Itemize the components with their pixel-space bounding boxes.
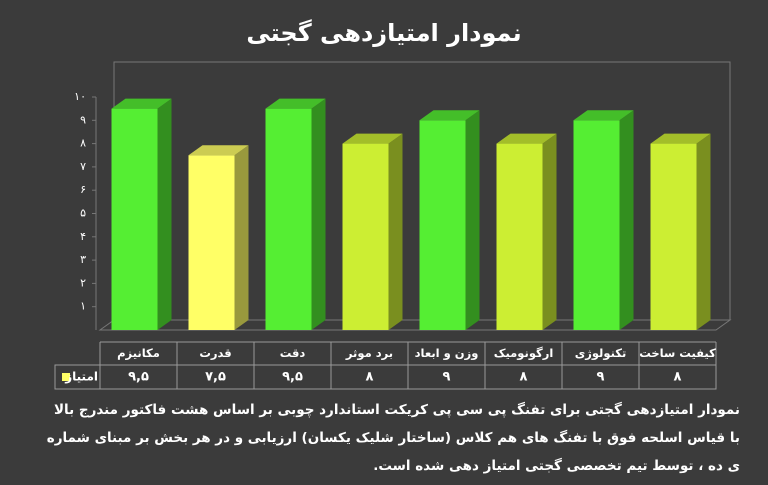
note-line: با قیاس اسلحه فوق با تفنگ های هم کلاس (س… <box>46 430 740 446</box>
y-tick-label: ۶ <box>80 183 86 196</box>
bar-top <box>496 133 557 144</box>
bar <box>419 120 466 330</box>
bar-side <box>465 110 480 330</box>
bar <box>573 120 620 330</box>
bar-side <box>234 145 249 330</box>
bar-top <box>573 110 634 121</box>
bar <box>188 155 235 330</box>
y-tick-label: ۱۰ <box>74 90 86 103</box>
x-tick-label: مکانیزم <box>117 346 160 360</box>
y-tick-label: ۱ <box>80 300 86 313</box>
x-tick-label: قدرت <box>199 346 231 360</box>
value-label: ۹,۵ <box>282 370 303 385</box>
value-label: ۹,۵ <box>128 370 149 385</box>
x-tick-label: تکنولوژی <box>575 346 627 361</box>
x-tick-label: وزن و ابعاد <box>415 346 479 361</box>
legend-key <box>62 373 70 381</box>
y-tick-label: ۹ <box>80 113 86 126</box>
x-tick-label: ارگونومیک <box>494 346 554 361</box>
table-border <box>54 364 717 390</box>
value-label: ۹ <box>597 370 605 385</box>
bar <box>342 143 389 330</box>
x-tick-label: برد موثر <box>345 346 393 361</box>
value-label: ۹ <box>443 370 451 385</box>
value-label: ۷,۵ <box>205 370 226 385</box>
bar <box>265 108 312 331</box>
x-tick-label: کیفیت ساخت <box>639 346 716 360</box>
bar-side <box>696 133 711 330</box>
bar-side <box>542 133 557 330</box>
value-label: ۸ <box>520 370 528 385</box>
bar-top <box>111 98 172 109</box>
bar-side <box>388 133 403 330</box>
legend-label: امتیاز <box>64 370 98 384</box>
y-tick-label: ۵ <box>80 207 86 220</box>
bar-side <box>157 98 172 331</box>
value-label: ۸ <box>674 370 682 385</box>
y-tick-label: ۴ <box>80 230 86 243</box>
note-line: ی ده ، توسط تیم تخصصی گجتی امتیاز دهی شد… <box>373 458 740 474</box>
value-label: ۸ <box>366 370 374 385</box>
bar-top <box>188 145 249 156</box>
bar-top <box>419 110 480 121</box>
bar <box>496 143 543 330</box>
bar-top <box>650 133 711 144</box>
bar-side <box>619 110 634 330</box>
y-tick-label: ۳ <box>80 253 86 266</box>
x-tick-label: دقت <box>280 346 306 360</box>
bar <box>650 143 697 330</box>
note-line: نمودار امتیازدهی گجتی برای تفنگ پی سی پی… <box>53 402 740 418</box>
y-tick-label: ۸ <box>80 137 86 150</box>
bar-top <box>265 98 326 109</box>
chart: نمودار امتیازدهی گجتی ۱ ۲ ۳ ۴ ۵ ۶ ۷ ۸ ۹ ۱۰ امتیاز م… <box>54 19 732 390</box>
note: نمودار امتیازدهی گجتی برای تفنگ پی سی پی… <box>40 396 740 480</box>
bar <box>111 108 158 331</box>
chart-title: نمودار امتیازدهی گجتی <box>246 19 521 47</box>
bar-top <box>342 133 403 144</box>
bar-side <box>311 98 326 331</box>
y-tick-label: ۷ <box>80 160 86 173</box>
y-tick-label: ۲ <box>80 276 86 289</box>
